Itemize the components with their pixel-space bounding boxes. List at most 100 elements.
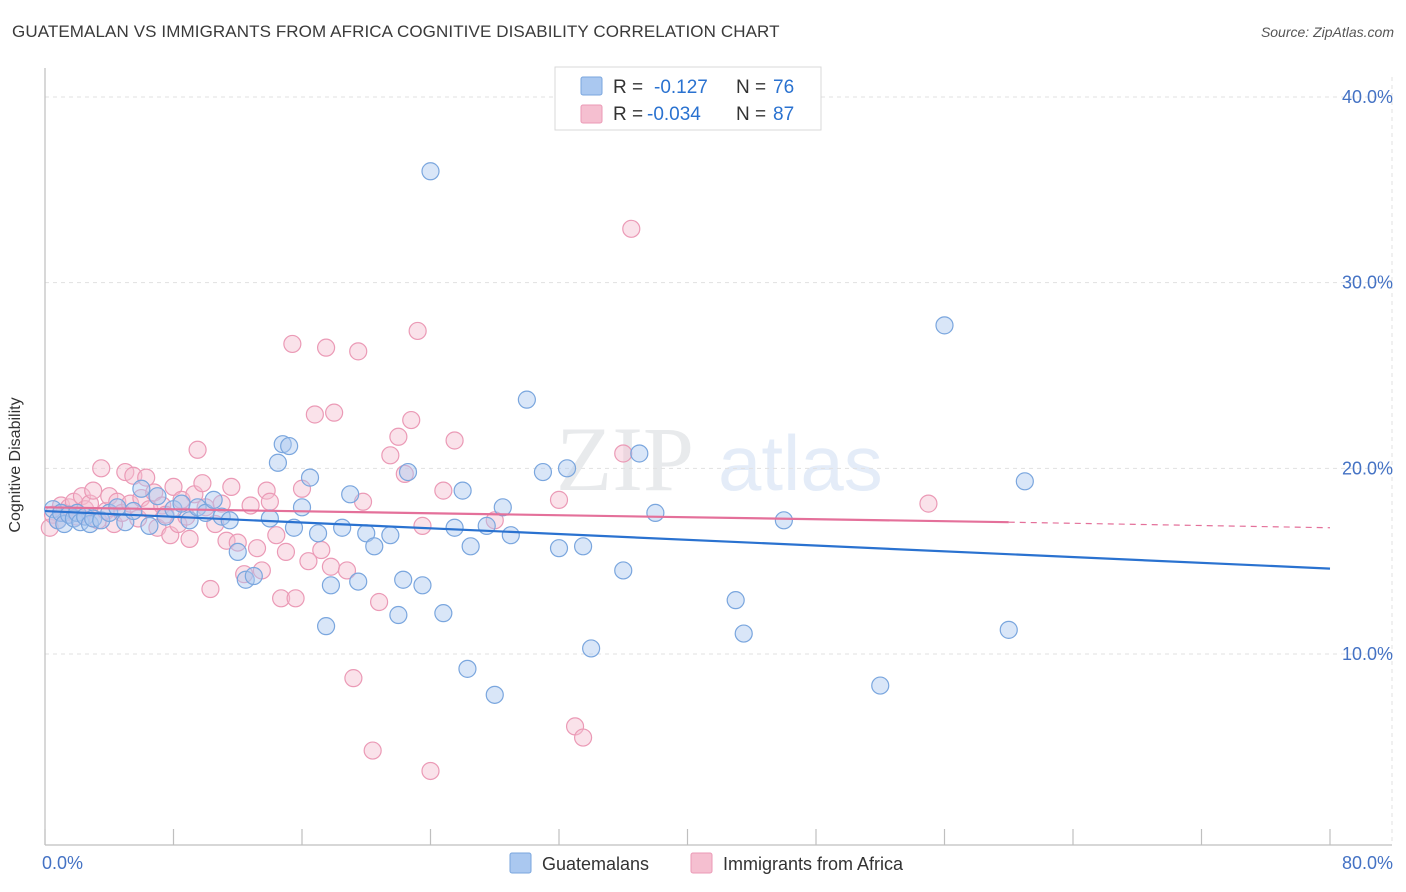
data-point-guatemalans xyxy=(381,526,400,545)
data-point-immigrants-from-africa xyxy=(217,531,236,550)
data-point-immigrants-from-africa xyxy=(257,481,276,500)
data-point-immigrants-from-africa xyxy=(260,492,279,511)
data-point-guatemalans xyxy=(260,509,279,528)
y-tick-label: 10.0% xyxy=(1342,644,1393,664)
data-point-immigrants-from-africa xyxy=(325,403,344,422)
data-point-immigrants-from-africa xyxy=(349,342,368,361)
legend-n-label-immigrants-from-africa: N = xyxy=(736,104,766,125)
data-point-guatemalans xyxy=(228,542,247,561)
data-point-immigrants-from-africa xyxy=(573,728,593,747)
trend-line-extension-immigrants-from-africa xyxy=(1008,521,1331,529)
data-point-guatemalans xyxy=(148,487,167,506)
series-guatemalans xyxy=(43,162,1034,704)
legend-swatch-guatemalans xyxy=(580,76,603,96)
data-point-immigrants-from-africa xyxy=(408,321,427,341)
data-point-immigrants-from-africa xyxy=(316,338,336,357)
x-tick-label: 0.0% xyxy=(42,853,83,873)
data-point-guatemalans xyxy=(582,639,601,658)
data-point-immigrants-from-africa xyxy=(389,427,408,446)
data-point-guatemalans xyxy=(485,685,504,704)
legend-n-value-immigrants-from-africa: 87 xyxy=(773,104,794,125)
bottom-legend-label-immigrants-from-africa: Immigrants from Africa xyxy=(723,854,904,874)
data-point-guatemalans xyxy=(413,576,432,595)
legend-r-label-immigrants-from-africa: R = xyxy=(613,104,643,125)
data-point-immigrants-from-africa xyxy=(193,474,212,493)
data-point-guatemalans xyxy=(55,514,74,534)
y-tick-label: 30.0% xyxy=(1342,273,1393,293)
data-point-guatemalans xyxy=(493,498,512,517)
data-point-guatemalans xyxy=(292,498,312,517)
data-point-immigrants-from-africa xyxy=(421,761,440,781)
data-point-immigrants-from-africa xyxy=(188,440,207,459)
data-point-immigrants-from-africa xyxy=(164,477,183,496)
y-tick-label: 20.0% xyxy=(1342,458,1393,478)
data-point-guatemalans xyxy=(533,462,553,482)
data-point-guatemalans xyxy=(458,659,477,678)
data-point-guatemalans xyxy=(321,576,341,595)
data-point-immigrants-from-africa xyxy=(247,539,267,558)
data-point-immigrants-from-africa xyxy=(299,552,318,571)
data-point-guatemalans xyxy=(434,604,453,623)
legend-swatch-immigrants-from-africa xyxy=(580,104,603,124)
data-point-guatemalans xyxy=(453,481,472,500)
data-point-guatemalans xyxy=(445,518,464,537)
data-point-guatemalans xyxy=(316,617,336,636)
data-point-immigrants-from-africa xyxy=(272,589,291,608)
data-point-immigrants-from-africa xyxy=(305,405,324,424)
data-point-guatemalans xyxy=(80,514,100,534)
watermark: ZIP atlas xyxy=(556,408,883,510)
data-point-immigrants-from-africa xyxy=(622,219,641,238)
data-point-guatemalans xyxy=(394,570,413,589)
data-point-guatemalans xyxy=(501,526,520,545)
axes xyxy=(44,68,1392,846)
data-point-guatemalans xyxy=(734,624,753,643)
data-point-guatemalans xyxy=(871,676,890,695)
data-point-immigrants-from-africa xyxy=(919,494,938,513)
data-point-guatemalans xyxy=(268,453,288,472)
data-point-guatemalans xyxy=(308,524,328,543)
data-point-immigrants-from-africa xyxy=(276,542,296,561)
data-point-guatemalans xyxy=(421,162,440,181)
data-point-guatemalans xyxy=(284,518,304,537)
data-point-immigrants-from-africa xyxy=(180,529,199,548)
chart-title: GUATEMALAN VS IMMIGRANTS FROM AFRICA COG… xyxy=(12,22,780,41)
data-point-guatemalans xyxy=(349,572,368,591)
data-point-guatemalans xyxy=(398,462,418,482)
data-point-guatemalans xyxy=(774,511,793,530)
data-point-immigrants-from-africa xyxy=(395,464,414,484)
data-point-guatemalans xyxy=(1015,472,1034,491)
legend-r-label-guatemalans: R = xyxy=(613,77,643,98)
watermark-atlas: atlas xyxy=(718,419,883,507)
trend-line-guatemalans xyxy=(44,509,1331,570)
legend-r-value-guatemalans: -0.127 xyxy=(654,77,708,98)
y-tick-label: 40.0% xyxy=(1342,87,1393,107)
series-legend: Guatemalans Immigrants from Africa xyxy=(509,852,904,874)
data-point-guatemalans xyxy=(999,620,1018,639)
data-point-immigrants-from-africa xyxy=(413,516,432,535)
data-point-immigrants-from-africa xyxy=(222,477,241,496)
data-point-guatemalans xyxy=(630,444,649,463)
data-point-guatemalans xyxy=(132,479,151,498)
data-point-immigrants-from-africa xyxy=(337,561,357,580)
data-point-guatemalans xyxy=(204,490,223,509)
data-point-guatemalans xyxy=(517,390,536,409)
data-point-immigrants-from-africa xyxy=(402,410,421,430)
data-point-immigrants-from-africa xyxy=(92,459,111,478)
bottom-legend-swatch-guatemalans xyxy=(509,852,532,874)
data-point-guatemalans xyxy=(461,537,480,556)
data-point-immigrants-from-africa xyxy=(228,533,247,552)
data-point-immigrants-from-africa xyxy=(381,446,400,465)
legend-n-value-guatemalans: 76 xyxy=(773,77,794,98)
data-point-guatemalans xyxy=(935,316,954,335)
data-point-guatemalans xyxy=(646,503,665,522)
data-point-guatemalans xyxy=(180,511,199,530)
data-point-guatemalans xyxy=(273,435,292,454)
data-point-immigrants-from-africa xyxy=(286,589,305,608)
data-point-guatemalans xyxy=(244,566,263,586)
data-point-immigrants-from-africa xyxy=(84,481,103,500)
trend-lines xyxy=(44,506,1331,570)
data-point-immigrants-from-africa xyxy=(267,526,286,545)
x-tick-label: 80.0% xyxy=(1342,853,1393,873)
trend-line-immigrants-from-africa xyxy=(44,506,1009,524)
